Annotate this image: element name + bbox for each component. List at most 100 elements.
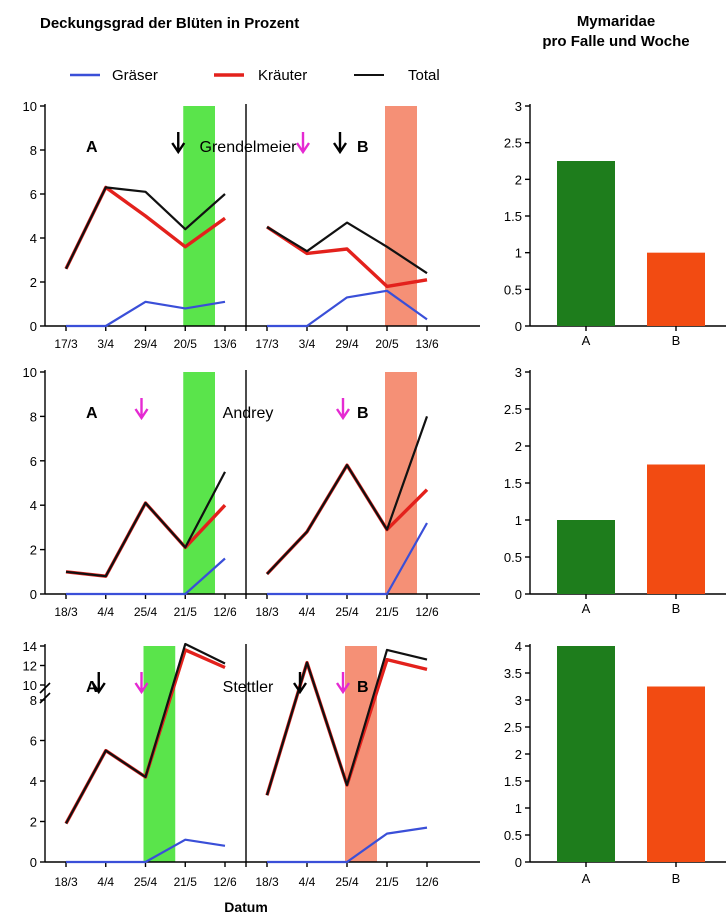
mowing-band <box>143 646 176 862</box>
x-tick-label: 18/3 <box>54 605 78 619</box>
y-tick-label: 10 <box>23 365 37 380</box>
y-tick-label: 0 <box>30 855 37 870</box>
series-line-total <box>65 186 226 270</box>
x-tick-label: 18/3 <box>255 605 279 619</box>
y-tick-label: 4 <box>30 774 37 789</box>
right-title-line2: pro Falle und Woche <box>542 33 689 50</box>
y-tick-label: 2 <box>30 275 37 290</box>
panel-b: 18/3 4/4 25/4 21/5 12/6 B <box>245 370 480 619</box>
y-tick-label: 8 <box>30 143 37 158</box>
panel-a: 18/3 4/4 25/4 21/5 12/6 A <box>45 372 246 619</box>
x-tick-label: 29/4 <box>335 337 359 351</box>
series-line-herb <box>266 225 428 289</box>
bar-chart: 0 0.5 1 1.5 2 2.5 3 A B <box>504 99 726 348</box>
x-axis-label: Datum <box>224 899 268 915</box>
site-label: Grendelmeier <box>200 139 298 156</box>
bar-y-tick-label: 2 <box>515 172 522 187</box>
event-arrow <box>293 672 307 695</box>
bar-y-tick-label: 0.5 <box>504 828 522 843</box>
y-tick-label: 2 <box>30 815 37 830</box>
x-tick-label: 29/4 <box>134 337 158 351</box>
y-tick-label: 10 <box>23 678 37 693</box>
y-tick-label: 8 <box>30 409 37 424</box>
event-arrow <box>134 398 149 421</box>
right-title-line1: Mymaridae <box>577 13 655 30</box>
event-arrow <box>91 672 106 695</box>
series-line-total <box>266 221 428 275</box>
event-arrow <box>171 132 186 155</box>
bar-y-tick-label: 1 <box>515 246 522 261</box>
panel-label: B <box>357 139 369 156</box>
x-tick-label: 4/4 <box>97 605 114 619</box>
bar-a <box>557 520 615 594</box>
x-tick-label: 13/6 <box>213 337 237 351</box>
panel-b: 18/3 4/4 25/4 21/5 12/6 B <box>245 644 480 889</box>
y-tick-label: 12 <box>23 659 37 674</box>
bar-y-tick-label: 0 <box>515 587 522 602</box>
y-tick-label: 0 <box>30 587 37 602</box>
x-tick-label: 18/3 <box>54 875 78 889</box>
mowing-band <box>385 106 417 326</box>
bar-y-tick-label: 3 <box>515 365 522 380</box>
y-tick-label: 4 <box>30 231 37 246</box>
bar-y-tick-label: 2.5 <box>504 136 522 151</box>
legend: Gräser Kräuter Total <box>70 67 440 84</box>
event-arrow <box>296 132 310 155</box>
x-tick-label: 3/4 <box>299 337 316 351</box>
x-tick-label: 4/4 <box>299 605 316 619</box>
x-tick-label: 12/6 <box>213 605 237 619</box>
x-tick-label: 25/4 <box>335 875 359 889</box>
x-tick-label: 18/3 <box>255 875 279 889</box>
y-tick-label: 10 <box>23 99 37 114</box>
mowing-band <box>345 646 377 862</box>
bar-category-label: A <box>582 333 591 348</box>
event-arrow <box>336 672 350 695</box>
legend-label-total: Total <box>408 67 440 84</box>
x-tick-label: 25/4 <box>134 875 158 889</box>
series-line-grass <box>66 838 226 864</box>
left-title: Deckungsgrad der Blüten in Prozent <box>40 15 299 32</box>
panel-label: B <box>357 679 369 696</box>
event-arrow <box>333 132 347 155</box>
x-tick-label: 12/6 <box>213 875 237 889</box>
series-line-grass <box>267 522 428 596</box>
panel-a: 17/3 3/4 29/4 20/5 13/6 A <box>45 106 246 351</box>
y-tick-label: 2 <box>30 543 37 558</box>
x-tick-label: 17/3 <box>255 337 279 351</box>
panel-label: A <box>86 679 98 696</box>
panel-b: 17/3 3/4 29/4 20/5 13/6 B <box>245 104 480 351</box>
x-tick-label: 21/5 <box>174 875 198 889</box>
bar-y-tick-label: 3 <box>515 99 522 114</box>
bar-chart: 0 0.5 1 1.5 2 2.5 3 A B <box>504 365 726 616</box>
y-tick-label: 6 <box>30 454 37 469</box>
bar-y-tick-label: 0.5 <box>504 550 522 565</box>
series-line-total <box>265 648 428 796</box>
y-tick-label: 8 <box>30 693 37 708</box>
bar-category-label: A <box>582 601 591 616</box>
bar-b <box>647 464 705 594</box>
bar-y-tick-label: 0.5 <box>504 282 522 297</box>
x-tick-label: 3/4 <box>97 337 114 351</box>
bar-y-tick-label: 0 <box>515 319 522 334</box>
x-tick-label: 21/5 <box>375 605 399 619</box>
panel-label: A <box>86 139 98 156</box>
series-line-grass <box>66 557 226 596</box>
event-arrow <box>134 672 149 695</box>
series-line-total <box>65 642 226 825</box>
bar-y-tick-label: 1 <box>515 513 522 528</box>
bar-y-tick-label: 2 <box>515 439 522 454</box>
series-line-total <box>266 416 429 575</box>
x-tick-label: 25/4 <box>335 605 359 619</box>
x-tick-label: 12/6 <box>415 605 439 619</box>
site-label: Andrey <box>223 405 274 422</box>
bar-y-tick-label: 1 <box>515 801 522 816</box>
bar-category-label: B <box>672 871 681 886</box>
bar-y-tick-label: 2.5 <box>504 402 522 417</box>
mowing-band <box>385 372 417 594</box>
mowing-band <box>183 372 215 594</box>
bar-y-tick-label: 1.5 <box>504 209 522 224</box>
y-tick-label: 6 <box>30 734 37 749</box>
